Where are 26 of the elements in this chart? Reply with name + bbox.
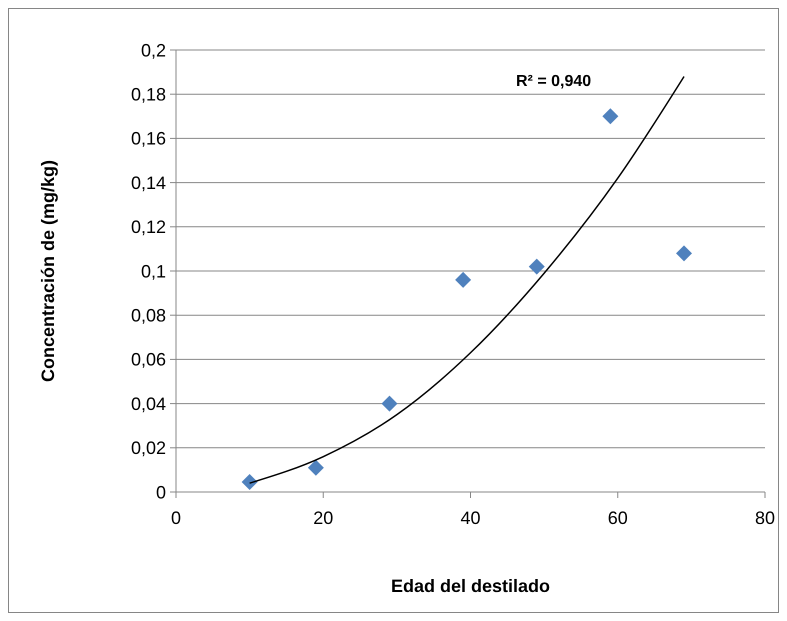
point [676, 245, 692, 262]
y-tick-label: 0,1 [140, 261, 166, 282]
y-axis-title: Concentración de (mg/kg) [38, 160, 58, 382]
point [242, 474, 258, 490]
point [308, 460, 324, 476]
x-tick-label: 80 [754, 508, 776, 528]
x-tick-label: 20 [313, 508, 334, 528]
y-tick-label: 0,02 [130, 438, 166, 458]
y-tick-label: 0,14 [130, 172, 166, 193]
y-tick-label: 0,08 [130, 306, 166, 326]
point [382, 396, 398, 412]
y-tick-label: 0,06 [130, 350, 166, 370]
x-tick-label: 0 [170, 508, 182, 528]
point [455, 272, 472, 288]
y-tick-label: 0,2 [140, 40, 166, 60]
x-tick-label: 60 [608, 508, 628, 528]
x-tick-label: 40 [460, 508, 481, 528]
point [528, 258, 545, 275]
y-tick-label: 0,16 [130, 128, 166, 149]
annotation: R² = 0,940 [516, 73, 592, 90]
point [602, 108, 618, 124]
y-tick-label: 0,18 [130, 84, 166, 104]
x-axis-title: Edad del destilado [390, 576, 550, 596]
y-tick-label: 0 [156, 482, 166, 502]
y-tick-label: 0,04 [130, 394, 166, 414]
y-tick-label: 0,12 [130, 217, 166, 238]
